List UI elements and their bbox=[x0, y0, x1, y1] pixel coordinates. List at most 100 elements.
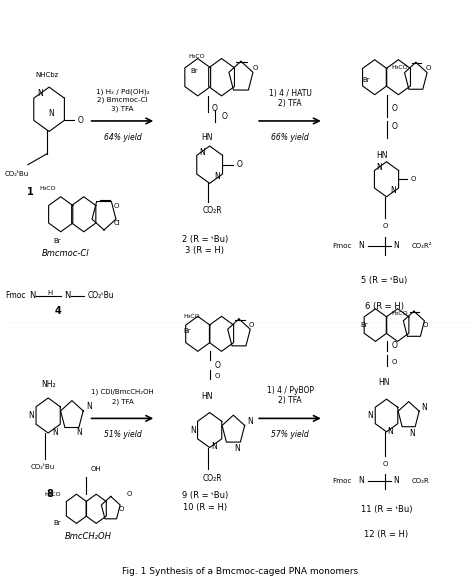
Text: 2) TFA: 2) TFA bbox=[112, 398, 134, 405]
Text: BmcCH₂OH: BmcCH₂OH bbox=[65, 532, 112, 541]
Text: Br: Br bbox=[53, 237, 61, 244]
Text: H₃CO: H₃CO bbox=[391, 65, 408, 70]
Text: O: O bbox=[211, 104, 217, 113]
Text: N: N bbox=[235, 444, 240, 453]
Text: NHCbz: NHCbz bbox=[35, 73, 58, 79]
Text: H₃CO: H₃CO bbox=[44, 492, 61, 497]
Text: O: O bbox=[391, 359, 397, 365]
Text: 11 (R = ᵗBu): 11 (R = ᵗBu) bbox=[361, 505, 412, 515]
Text: OH: OH bbox=[91, 466, 101, 472]
Text: H₃CO: H₃CO bbox=[39, 186, 56, 191]
Text: N: N bbox=[358, 241, 364, 250]
Text: N: N bbox=[391, 186, 396, 195]
Text: N: N bbox=[211, 442, 217, 451]
Text: O: O bbox=[392, 104, 398, 113]
Text: O: O bbox=[410, 176, 416, 182]
Text: 1: 1 bbox=[27, 187, 34, 197]
Text: O: O bbox=[423, 322, 428, 328]
Text: N: N bbox=[358, 476, 364, 485]
Text: 4: 4 bbox=[55, 306, 62, 316]
Text: CO₂R: CO₂R bbox=[202, 474, 222, 483]
Text: HN: HN bbox=[201, 132, 213, 142]
Text: 3) TFA: 3) TFA bbox=[111, 105, 134, 112]
Text: Br: Br bbox=[360, 322, 368, 328]
Text: N: N bbox=[28, 411, 34, 420]
Text: 5 (R = ᵗBu): 5 (R = ᵗBu) bbox=[361, 275, 407, 285]
Text: N: N bbox=[86, 402, 91, 411]
Text: N: N bbox=[29, 291, 36, 301]
Text: 9 (R = ᵗBu): 9 (R = ᵗBu) bbox=[182, 491, 228, 500]
Text: Fmoc: Fmoc bbox=[332, 243, 352, 249]
Text: N: N bbox=[377, 163, 383, 172]
Text: N: N bbox=[190, 425, 196, 435]
Text: CO₂ᵗBu: CO₂ᵗBu bbox=[5, 171, 29, 178]
Text: O: O bbox=[392, 122, 398, 131]
Text: Br: Br bbox=[183, 328, 191, 334]
Text: Fig. 1 Synthesis of a Bmcmoc-caged PNA monomers: Fig. 1 Synthesis of a Bmcmoc-caged PNA m… bbox=[122, 567, 358, 576]
Text: 57% yield: 57% yield bbox=[271, 430, 309, 439]
Text: O: O bbox=[426, 66, 431, 71]
Text: H₃CO: H₃CO bbox=[184, 314, 201, 319]
Text: O: O bbox=[119, 506, 124, 512]
Text: O: O bbox=[214, 373, 219, 379]
Text: 66% yield: 66% yield bbox=[271, 132, 309, 142]
Text: N: N bbox=[393, 241, 399, 250]
Text: Fmoc: Fmoc bbox=[5, 291, 26, 301]
Text: CO₂ᵗBu: CO₂ᵗBu bbox=[31, 465, 55, 471]
Text: Fmoc: Fmoc bbox=[332, 478, 352, 484]
Text: N: N bbox=[422, 403, 428, 412]
Text: 1) H₂ / Pd(OH)₂: 1) H₂ / Pd(OH)₂ bbox=[96, 88, 149, 95]
Text: O: O bbox=[237, 160, 242, 169]
Text: N: N bbox=[52, 428, 58, 437]
Text: O: O bbox=[127, 491, 132, 497]
Text: N: N bbox=[214, 172, 220, 181]
Text: H: H bbox=[47, 290, 53, 296]
Text: CO₂ᵗBu: CO₂ᵗBu bbox=[87, 291, 114, 301]
Text: Br: Br bbox=[191, 69, 198, 74]
Text: Cl: Cl bbox=[114, 220, 120, 226]
Text: 3 (R = H): 3 (R = H) bbox=[185, 246, 225, 255]
Text: N: N bbox=[410, 428, 415, 438]
Text: N: N bbox=[388, 427, 393, 436]
Text: O: O bbox=[221, 112, 227, 121]
Text: N: N bbox=[37, 89, 43, 98]
Text: N: N bbox=[247, 417, 253, 426]
Text: N: N bbox=[64, 291, 70, 301]
Text: CO₂R: CO₂R bbox=[202, 206, 222, 214]
Text: HN: HN bbox=[201, 392, 213, 401]
Text: Br: Br bbox=[363, 77, 370, 83]
Text: O: O bbox=[77, 116, 83, 125]
Text: O: O bbox=[249, 322, 254, 328]
Text: O: O bbox=[391, 341, 397, 350]
Text: 6 (R = H): 6 (R = H) bbox=[365, 302, 404, 311]
Text: O: O bbox=[253, 65, 258, 71]
Text: HN: HN bbox=[378, 377, 390, 387]
Text: N: N bbox=[76, 428, 82, 437]
Text: O: O bbox=[383, 461, 388, 467]
Text: N: N bbox=[200, 148, 205, 157]
Text: HN: HN bbox=[376, 151, 388, 160]
Text: 2 (R = ᵗBu): 2 (R = ᵗBu) bbox=[182, 234, 228, 244]
Text: O: O bbox=[214, 362, 220, 370]
Text: 12 (R = H): 12 (R = H) bbox=[365, 530, 409, 539]
Text: 2) Bmcmoc-Cl: 2) Bmcmoc-Cl bbox=[97, 97, 148, 104]
Text: H₃CO: H₃CO bbox=[188, 54, 205, 59]
Text: N: N bbox=[393, 476, 399, 485]
Text: NH₂: NH₂ bbox=[41, 380, 55, 389]
Text: N: N bbox=[48, 109, 54, 118]
Text: 51% yield: 51% yield bbox=[104, 430, 142, 439]
Text: CO₂R: CO₂R bbox=[412, 478, 430, 484]
Text: CO₂R²: CO₂R² bbox=[412, 243, 433, 249]
Text: H₃CO: H₃CO bbox=[391, 311, 408, 316]
Text: 1) 4 / HATU: 1) 4 / HATU bbox=[269, 88, 311, 98]
Text: 8: 8 bbox=[46, 489, 53, 499]
Text: 2) TFA: 2) TFA bbox=[278, 396, 302, 405]
Text: 1) 4 / PyBOP: 1) 4 / PyBOP bbox=[267, 386, 314, 395]
Text: 1) CDI/BmcCH₂OH: 1) CDI/BmcCH₂OH bbox=[91, 389, 154, 395]
Text: 2) TFA: 2) TFA bbox=[278, 98, 302, 108]
Text: Bmcmoc-Cl: Bmcmoc-Cl bbox=[42, 249, 89, 258]
Text: Br: Br bbox=[53, 520, 61, 526]
Text: 10 (R = H): 10 (R = H) bbox=[183, 503, 227, 512]
Text: O: O bbox=[114, 203, 119, 209]
Text: N: N bbox=[368, 411, 374, 420]
